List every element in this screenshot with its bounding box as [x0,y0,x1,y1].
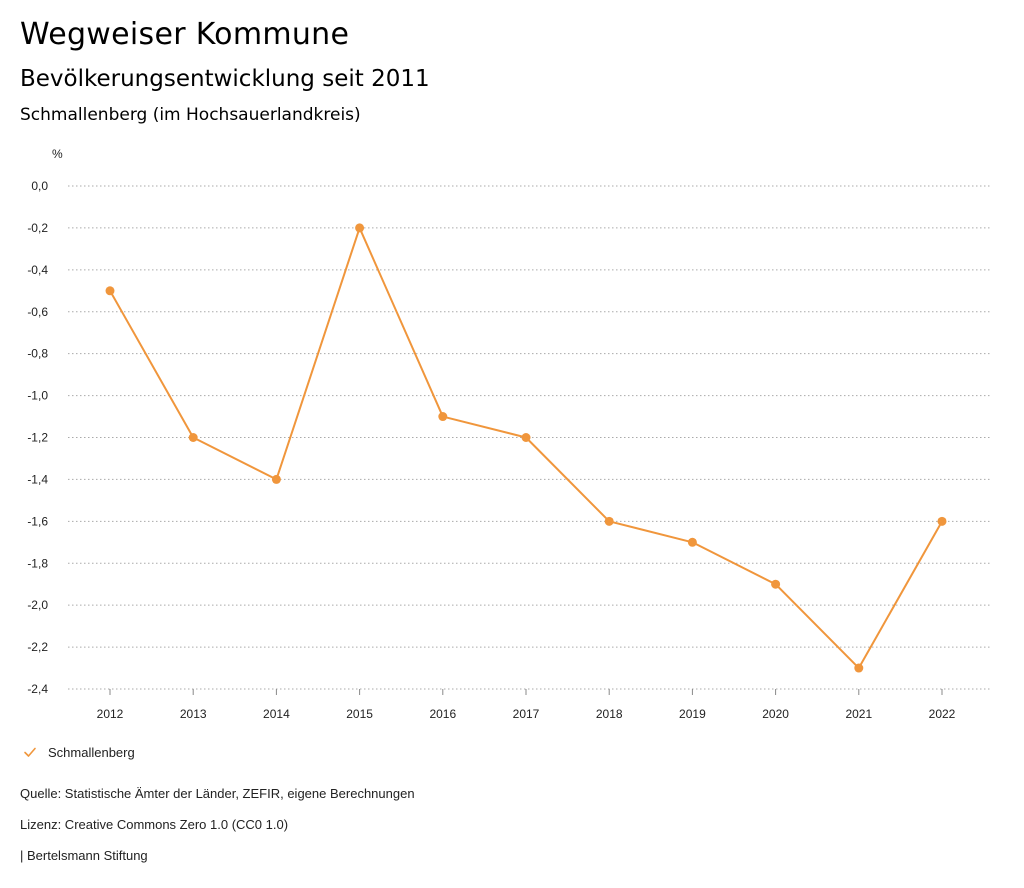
y-tick-label: -0,6 [27,305,48,319]
x-tick-label: 2014 [263,707,290,721]
region-label: Schmallenberg (im Hochsauerlandkreis) [20,105,361,125]
data-point[interactable] [521,433,531,442]
y-tick-label: -0,2 [27,221,48,235]
series-line [109,226,943,670]
x-tick-label: 2012 [97,707,124,721]
x-axis-ticks: 2012 2013 2014 2015 2016 2017 2018 2019 2020 2021… [97,689,956,721]
y-tick-label: -1,6 [27,514,48,528]
x-tick-label: 2015 [346,707,373,721]
y-axis-unit: % [52,147,63,161]
x-tick-label: 2022 [929,707,956,721]
y-tick-label: -1,4 [27,472,48,486]
x-tick-label: 2021 [845,707,872,721]
grid-lines [68,185,990,690]
y-tick-label: -0,8 [27,347,48,361]
data-point[interactable] [438,412,448,422]
chart-subtitle: Bevölkerungsentwicklung seit 2011 [20,66,430,92]
legend[interactable]: Schmallenberg [22,744,135,760]
y-tick-label: -2,0 [27,598,48,612]
y-tick-label: -2,4 [27,682,48,696]
x-tick-label: 2016 [429,707,456,721]
x-tick-label: 2013 [180,707,207,721]
x-tick-label: 2018 [596,707,623,721]
data-point[interactable] [271,474,281,484]
data-point[interactable] [937,516,947,526]
y-tick-label: -1,0 [27,389,48,403]
x-tick-label: 2020 [762,707,789,721]
legend-label: Schmallenberg [48,744,135,760]
y-tick-label: -0,4 [27,263,48,277]
x-tick-label: 2017 [513,707,540,721]
y-tick-label: -2,2 [27,640,48,654]
data-point[interactable] [604,516,614,526]
y-axis-ticks: 0,0 -0,2 -0,4 -0,6 -0,8 -1,0 -1,2 -1,4 -1,6 -1,8 -… [27,179,48,696]
publisher-note: | Bertelsmann Stiftung [20,848,148,863]
y-tick-label: -1,2 [27,431,48,445]
data-point[interactable] [355,223,365,233]
line-chart: % 0,0 -0,2 -0,4 -0,6 -0,8 -1,0 -1,2 -1,4 -1,6 -1,… [27,147,990,721]
page-title: Wegweiser Kommune [20,17,350,52]
y-tick-label: -1,8 [27,556,48,570]
y-tick-label: 0,0 [31,179,48,193]
data-point[interactable] [854,663,864,673]
source-note: Quelle: Statistische Ämter der Länder, Z… [20,786,415,801]
check-icon [24,747,36,757]
series-schmallenberg [105,223,947,673]
data-point[interactable] [188,433,198,442]
license-note: Lizenz: Creative Commons Zero 1.0 (CC0 1… [20,817,289,832]
data-point[interactable] [105,286,115,296]
x-tick-label: 2019 [679,707,706,721]
data-point[interactable] [687,537,697,547]
data-point[interactable] [771,579,781,589]
